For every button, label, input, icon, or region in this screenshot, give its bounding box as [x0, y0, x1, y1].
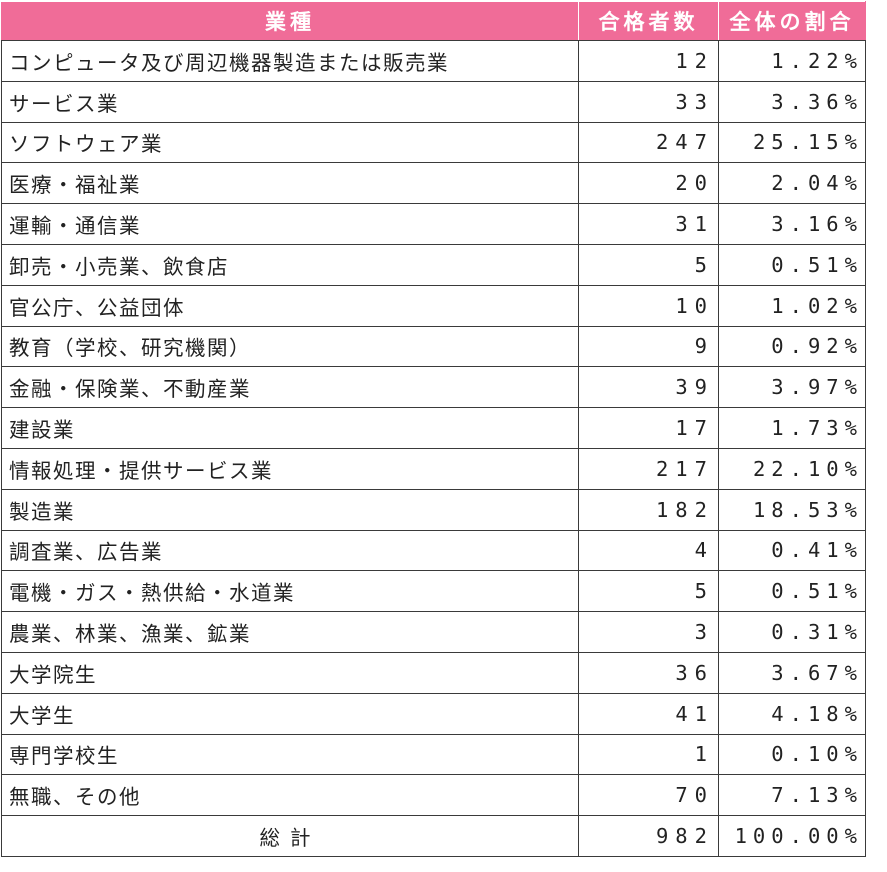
industry-cell: 官公庁、公益団体: [1, 284, 579, 327]
ratio-cell: 0.51%: [718, 243, 866, 286]
ratio-cell: 1.02%: [718, 284, 866, 327]
passers-cell: 31: [578, 203, 719, 245]
ratio-cell: 2.04%: [718, 162, 866, 205]
table-row: サービス業 33 3.36%: [1, 80, 866, 123]
header-ratio: 全体の割合: [718, 1, 866, 41]
industry-cell: 専門学校生: [1, 733, 579, 776]
ratio-cell: 18.53%: [718, 488, 866, 531]
header-row: 業種 合格者数 全体の割合: [1, 1, 866, 41]
ratio-cell: 1.73%: [718, 407, 866, 449]
table-row: 教育（学校、研究機関） 9 0.92%: [1, 325, 866, 368]
industry-cell: 製造業: [1, 488, 579, 531]
industry-cell: 調査業、広告業: [1, 529, 579, 572]
total-ratio: 100.00%: [718, 815, 866, 857]
table-row: ソフトウェア業 247 25.15%: [1, 121, 866, 164]
ratio-cell: 3.16%: [718, 203, 866, 245]
table-row: 金融・保険業、不動産業 39 3.97%: [1, 366, 866, 409]
industry-cell: 電機・ガス・熱供給・水道業: [1, 570, 579, 613]
header-industry: 業種: [1, 1, 579, 41]
passers-by-industry-table: 業種 合格者数 全体の割合 コンピュータ及び周辺機器製造または販売業 12 1.…: [1, 1, 866, 857]
passers-cell: 9: [578, 325, 719, 368]
table-container: 業種 合格者数 全体の割合 コンピュータ及び周辺機器製造または販売業 12 1.…: [1, 1, 866, 857]
table-row: 卸売・小売業、飲食店 5 0.51%: [1, 243, 866, 286]
industry-cell: 金融・保険業、不動産業: [1, 366, 579, 409]
passers-cell: 36: [578, 651, 719, 694]
ratio-cell: 3.97%: [718, 366, 866, 409]
industry-cell: 情報処理・提供サービス業: [1, 447, 579, 490]
table-row: 情報処理・提供サービス業 217 22.10%: [1, 447, 866, 490]
ratio-cell: 0.92%: [718, 325, 866, 368]
table-row: 電機・ガス・熱供給・水道業 5 0.51%: [1, 570, 866, 613]
ratio-cell: 4.18%: [718, 692, 866, 735]
industry-cell: 大学生: [1, 692, 579, 735]
industry-cell: 卸売・小売業、飲食店: [1, 243, 579, 286]
table-row: 無職、その他 70 7.13%: [1, 774, 866, 817]
industry-cell: 無職、その他: [1, 774, 579, 817]
industry-cell: ソフトウェア業: [1, 121, 579, 164]
passers-cell: 1: [578, 733, 719, 776]
industry-cell: 教育（学校、研究機関）: [1, 325, 579, 368]
passers-cell: 247: [578, 121, 719, 164]
table-row: コンピュータ及び周辺機器製造または販売業 12 1.22%: [1, 40, 866, 82]
passers-cell: 3: [578, 611, 719, 653]
industry-cell: コンピュータ及び周辺機器製造または販売業: [1, 40, 579, 82]
ratio-cell: 0.41%: [718, 529, 866, 572]
passers-cell: 5: [578, 570, 719, 613]
ratio-cell: 3.67%: [718, 651, 866, 694]
passers-cell: 41: [578, 692, 719, 735]
passers-cell: 33: [578, 80, 719, 123]
passers-cell: 4: [578, 529, 719, 572]
passers-cell: 5: [578, 243, 719, 286]
industry-cell: 建設業: [1, 407, 579, 449]
passers-cell: 20: [578, 162, 719, 205]
ratio-cell: 3.36%: [718, 80, 866, 123]
table-row: 医療・福祉業 20 2.04%: [1, 162, 866, 205]
table-row: 大学院生 36 3.67%: [1, 651, 866, 694]
table-row: 運輸・通信業 31 3.16%: [1, 203, 866, 245]
table-body: コンピュータ及び周辺機器製造または販売業 12 1.22% サービス業 33 3…: [1, 40, 866, 857]
passers-cell: 217: [578, 447, 719, 490]
header-passers: 合格者数: [578, 1, 719, 41]
ratio-cell: 0.51%: [718, 570, 866, 613]
industry-cell: 大学院生: [1, 651, 579, 694]
table-row: 建設業 17 1.73%: [1, 407, 866, 449]
industry-cell: 農業、林業、漁業、鉱業: [1, 611, 579, 653]
table-row: 専門学校生 1 0.10%: [1, 733, 866, 776]
ratio-cell: 1.22%: [718, 40, 866, 82]
table-header: 業種 合格者数 全体の割合: [1, 1, 866, 41]
industry-cell: 運輸・通信業: [1, 203, 579, 245]
ratio-cell: 25.15%: [718, 121, 866, 164]
table-row: 農業、林業、漁業、鉱業 3 0.31%: [1, 611, 866, 653]
table-row: 製造業 182 18.53%: [1, 488, 866, 531]
ratio-cell: 0.31%: [718, 611, 866, 653]
table-row: 官公庁、公益団体 10 1.02%: [1, 284, 866, 327]
passers-cell: 182: [578, 488, 719, 531]
total-label: 総計: [1, 815, 579, 857]
total-row: 総計 982 100.00%: [1, 815, 866, 857]
passers-cell: 10: [578, 284, 719, 327]
passers-cell: 39: [578, 366, 719, 409]
ratio-cell: 7.13%: [718, 774, 866, 817]
passers-cell: 12: [578, 40, 719, 82]
passers-cell: 70: [578, 774, 719, 817]
industry-cell: 医療・福祉業: [1, 162, 579, 205]
industry-cell: サービス業: [1, 80, 579, 123]
ratio-cell: 0.10%: [718, 733, 866, 776]
ratio-cell: 22.10%: [718, 447, 866, 490]
passers-cell: 17: [578, 407, 719, 449]
table-row: 調査業、広告業 4 0.41%: [1, 529, 866, 572]
table-row: 大学生 41 4.18%: [1, 692, 866, 735]
total-passers: 982: [578, 815, 719, 857]
